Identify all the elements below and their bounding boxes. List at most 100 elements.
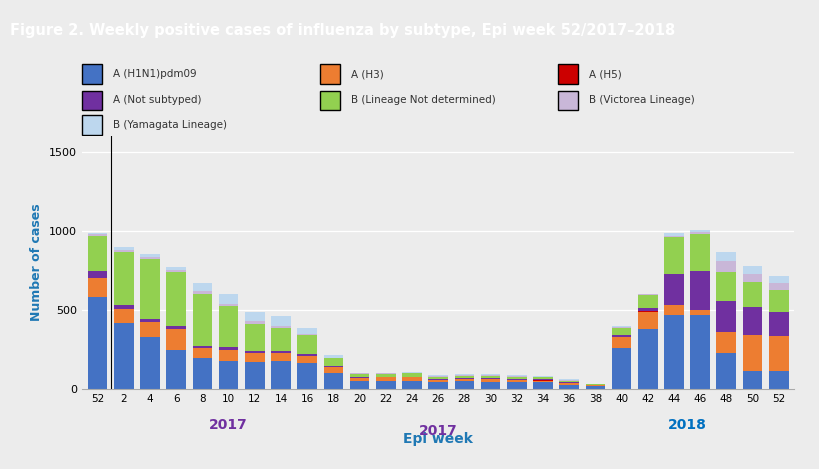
FancyBboxPatch shape bbox=[82, 65, 102, 84]
Bar bbox=[219, 306, 238, 348]
Bar bbox=[350, 374, 369, 378]
Bar bbox=[559, 385, 579, 389]
Bar bbox=[507, 379, 527, 380]
Text: A (H5): A (H5) bbox=[589, 69, 622, 79]
Bar bbox=[769, 289, 789, 312]
Bar bbox=[140, 337, 160, 389]
Bar bbox=[717, 332, 736, 353]
Bar bbox=[769, 283, 789, 289]
Bar bbox=[690, 230, 710, 232]
Bar bbox=[428, 380, 448, 382]
Text: B (Lineage Not determined): B (Lineage Not determined) bbox=[351, 95, 495, 106]
Bar bbox=[638, 295, 658, 308]
Bar bbox=[297, 327, 317, 334]
Bar bbox=[166, 326, 186, 329]
Bar bbox=[586, 384, 605, 385]
Bar bbox=[114, 250, 133, 251]
Bar bbox=[402, 373, 422, 377]
Bar bbox=[743, 335, 762, 371]
Bar bbox=[717, 301, 736, 332]
FancyBboxPatch shape bbox=[558, 65, 577, 84]
Bar bbox=[376, 380, 396, 389]
Bar bbox=[297, 356, 317, 363]
Bar bbox=[559, 379, 579, 380]
Bar bbox=[140, 257, 160, 259]
Bar bbox=[507, 375, 527, 376]
Bar bbox=[428, 379, 448, 380]
FancyBboxPatch shape bbox=[82, 115, 102, 135]
Bar bbox=[690, 315, 710, 389]
Bar bbox=[743, 371, 762, 389]
Bar bbox=[690, 234, 710, 271]
Text: B (Yamagata Lineage): B (Yamagata Lineage) bbox=[113, 120, 227, 130]
Text: 2018: 2018 bbox=[667, 417, 707, 431]
Bar bbox=[88, 234, 107, 236]
Bar bbox=[88, 279, 107, 297]
FancyBboxPatch shape bbox=[558, 91, 577, 110]
Bar bbox=[690, 232, 710, 234]
Bar bbox=[664, 274, 684, 305]
Bar bbox=[271, 326, 291, 327]
Bar bbox=[271, 317, 291, 326]
Bar bbox=[455, 379, 474, 381]
Bar bbox=[507, 382, 527, 389]
Bar bbox=[638, 308, 658, 311]
Bar bbox=[140, 319, 160, 322]
Bar bbox=[219, 304, 238, 306]
Bar bbox=[690, 310, 710, 315]
Text: A (H1N1)pdm09: A (H1N1)pdm09 bbox=[113, 69, 197, 79]
FancyBboxPatch shape bbox=[319, 91, 340, 110]
Bar bbox=[638, 294, 658, 295]
Bar bbox=[586, 386, 605, 389]
Bar bbox=[638, 312, 658, 329]
Bar bbox=[376, 373, 396, 374]
Bar bbox=[350, 381, 369, 389]
Bar bbox=[324, 373, 343, 389]
FancyBboxPatch shape bbox=[82, 91, 102, 110]
Bar bbox=[455, 378, 474, 379]
Bar bbox=[140, 322, 160, 337]
Bar bbox=[192, 291, 212, 294]
Bar bbox=[376, 374, 396, 377]
Text: B (Victorea Lineage): B (Victorea Lineage) bbox=[589, 95, 695, 106]
Bar bbox=[559, 380, 579, 382]
Bar bbox=[664, 237, 684, 274]
Bar bbox=[88, 233, 107, 234]
Bar bbox=[455, 381, 474, 389]
Bar bbox=[612, 326, 631, 327]
Bar bbox=[664, 305, 684, 315]
Bar bbox=[612, 335, 631, 337]
Bar bbox=[769, 276, 789, 283]
Bar bbox=[612, 327, 631, 335]
Bar bbox=[690, 271, 710, 310]
Bar bbox=[114, 247, 133, 250]
Bar bbox=[297, 363, 317, 389]
Bar bbox=[455, 374, 474, 375]
Bar bbox=[166, 272, 186, 326]
Bar bbox=[219, 350, 238, 361]
Bar bbox=[245, 353, 265, 363]
Bar bbox=[166, 329, 186, 350]
Bar bbox=[192, 294, 212, 346]
Bar bbox=[533, 382, 553, 389]
Bar bbox=[324, 366, 343, 367]
Text: A (H3): A (H3) bbox=[351, 69, 383, 79]
Bar bbox=[481, 378, 500, 379]
Bar bbox=[271, 361, 291, 389]
Bar bbox=[717, 353, 736, 389]
Bar bbox=[743, 266, 762, 274]
Bar bbox=[166, 267, 186, 270]
Bar bbox=[743, 281, 762, 307]
Bar bbox=[638, 311, 658, 312]
Bar bbox=[638, 329, 658, 389]
Bar bbox=[350, 373, 369, 374]
Bar bbox=[245, 321, 265, 325]
Bar bbox=[664, 315, 684, 389]
Bar bbox=[402, 372, 422, 373]
Bar bbox=[114, 251, 133, 305]
Bar bbox=[402, 380, 422, 389]
Bar bbox=[324, 355, 343, 357]
Bar bbox=[769, 312, 789, 336]
Bar bbox=[219, 361, 238, 389]
Bar bbox=[664, 236, 684, 237]
